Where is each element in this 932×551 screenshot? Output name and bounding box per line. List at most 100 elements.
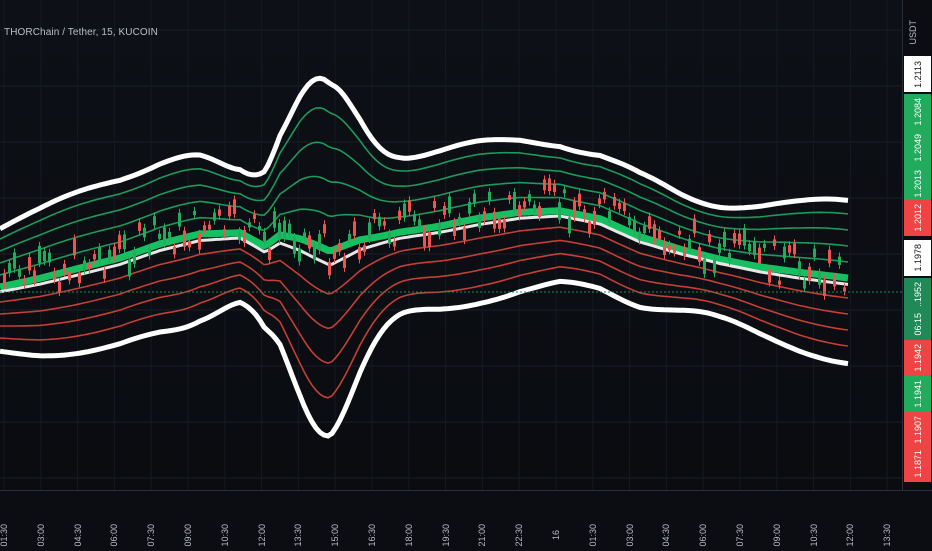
candle-body (503, 219, 506, 229)
candle-body (143, 227, 146, 238)
candle-body (138, 222, 141, 231)
candle-body (243, 229, 246, 243)
candle-body (703, 258, 706, 274)
candle-body (508, 195, 511, 200)
candle-body (533, 204, 536, 212)
candle-body (738, 233, 741, 245)
time-label: 09:00 (771, 523, 782, 547)
candle-body (168, 231, 171, 238)
band-line-lower (0, 265, 849, 399)
symbol-title[interactable]: THORChain / Tether, 15, KUCOIN (4, 27, 158, 38)
candle-body (518, 205, 521, 217)
candle-body (8, 263, 11, 274)
candle-body (693, 218, 696, 234)
time-label: 21:00 (477, 523, 488, 547)
time-label: 07:30 (735, 523, 745, 547)
candle-body (103, 270, 106, 279)
candle-body (448, 196, 451, 214)
candle-body (413, 214, 416, 222)
candle-body (63, 263, 66, 273)
candle-body (183, 230, 186, 247)
candle-body (78, 272, 81, 284)
candle-body (53, 271, 56, 280)
candle-body (283, 220, 286, 239)
candle-body (153, 216, 156, 226)
candle-body (68, 271, 71, 281)
time-label: 13:30 (293, 523, 304, 547)
candle-body (123, 234, 126, 250)
candle-body (458, 216, 461, 223)
candle-body (818, 272, 821, 285)
candle-body (443, 205, 446, 215)
candle-body (543, 179, 546, 191)
candle-body (778, 280, 781, 285)
candle-body (683, 247, 686, 256)
band-line-upper (0, 175, 849, 264)
candle-body (813, 248, 816, 258)
time-label: 01:30 (0, 523, 9, 547)
candle-body (463, 227, 466, 241)
candle-body (568, 217, 571, 234)
candle-body (158, 233, 161, 239)
time-axis[interactable]: 01:30 03:00 04:30 06:00 07:30 09:00 10:30 12:00… (0, 490, 932, 551)
candle-body (668, 244, 671, 251)
candle-body (298, 248, 301, 262)
candle-body (263, 231, 266, 242)
candle-body (193, 210, 196, 216)
candle-body (718, 243, 721, 253)
band-line-lower (0, 252, 849, 364)
candle-body (188, 241, 191, 248)
band-line-lower (0, 239, 849, 330)
candle-body (593, 210, 596, 225)
candle-body (233, 199, 236, 214)
band-line-upper (0, 106, 849, 240)
candle-body (433, 201, 436, 208)
time-label: 06:00 (109, 523, 120, 547)
candle-body (373, 213, 376, 220)
candle-body (3, 273, 6, 285)
candle-body (623, 202, 626, 212)
time-label: 06:00 (698, 523, 709, 547)
candle-body (23, 279, 26, 285)
time-label: 10:30 (219, 523, 230, 547)
candle-body (613, 196, 616, 206)
time-label: 10:30 (808, 523, 819, 547)
candle-body (773, 239, 776, 246)
candle-body (293, 236, 296, 254)
candle-body (578, 193, 581, 207)
candle-body (658, 230, 661, 241)
candle-body (583, 209, 586, 219)
band-outer-lower (0, 278, 849, 439)
candle-body (513, 192, 516, 210)
candle-body (258, 226, 261, 231)
candle-body (488, 191, 491, 202)
candle-body (133, 250, 136, 264)
candle-body (213, 212, 216, 221)
candle-body (728, 252, 731, 262)
candle-body (663, 241, 666, 255)
candle-body (473, 193, 476, 204)
candle-body (608, 211, 611, 223)
candle-body (678, 230, 681, 235)
candle-body (393, 241, 396, 247)
candle-body (843, 287, 846, 292)
price-tag: 1.2084 (904, 94, 931, 130)
price-chart[interactable] (0, 0, 902, 490)
candle-body (303, 232, 306, 238)
candle-body (453, 222, 456, 236)
candle-body (808, 266, 811, 281)
candle-body (318, 233, 321, 251)
time-label: 13:30 (882, 523, 893, 547)
candle-body (178, 212, 181, 227)
candle-body (228, 205, 231, 217)
candle-body (558, 202, 561, 220)
chart-area[interactable]: THORChain / Tether, 15, KUCOIN (0, 0, 902, 490)
candle-body (203, 225, 206, 230)
candle-body (788, 245, 791, 253)
candle-body (468, 201, 471, 214)
candle-body (838, 256, 841, 265)
candle-body (713, 259, 716, 274)
candle-body (688, 238, 691, 249)
candle-body (38, 245, 41, 263)
candle-body (638, 231, 641, 241)
